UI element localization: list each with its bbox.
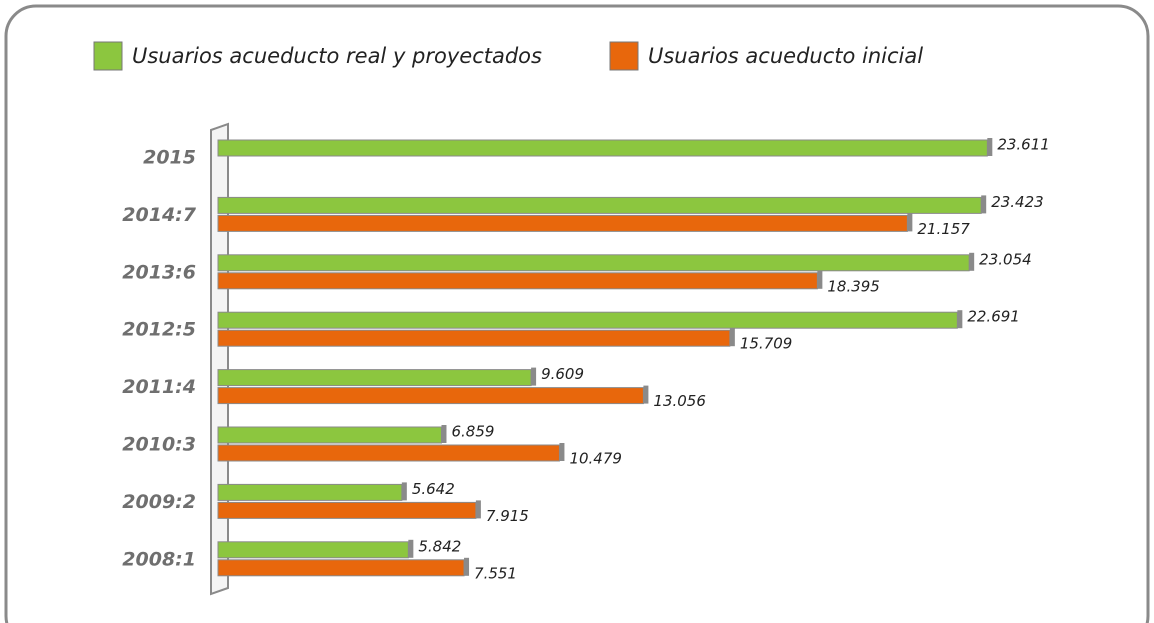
bar-side: [475, 500, 481, 519]
bar: [217, 483, 403, 501]
data-label: 15.709: [740, 335, 793, 353]
y-tick-label: 2010:3: [122, 434, 196, 456]
bar-side: [401, 482, 407, 501]
data-label: 5.642: [412, 480, 455, 498]
y-tick-label: 2015: [143, 147, 196, 169]
y-tick-label: 2009:2: [122, 491, 196, 513]
axis-wall: [210, 122, 229, 596]
bar: [217, 541, 409, 559]
y-tick-label: 2013:6: [122, 261, 196, 283]
bar-side: [907, 213, 913, 232]
bar-side: [643, 385, 649, 404]
legend-label: Usuarios acueducto inicial: [648, 44, 923, 68]
y-tick-label: 2008:1: [122, 548, 196, 570]
bar: [217, 444, 560, 462]
data-label: 23.423: [991, 193, 1044, 211]
bar-side: [441, 425, 447, 443]
bar: [217, 369, 532, 387]
bar-side: [408, 539, 414, 558]
data-label: 18.395: [827, 277, 880, 295]
bar: [217, 139, 988, 157]
data-label: 21.157: [917, 220, 970, 238]
data-label: 22.691: [967, 308, 1020, 326]
bar-side: [729, 328, 735, 347]
bar: [217, 501, 477, 519]
bar-side: [957, 310, 963, 329]
data-label: 7.915: [486, 507, 529, 525]
y-tick-label: 2012:5: [122, 319, 196, 341]
data-label: 6.859: [451, 423, 494, 441]
data-label: 23.611: [997, 136, 1050, 154]
bar: [217, 329, 731, 347]
bar-side: [969, 252, 975, 271]
bar: [217, 387, 644, 405]
bar: [217, 426, 442, 444]
bar-side: [559, 443, 565, 461]
bar-side: [987, 138, 993, 156]
bar: [217, 559, 465, 577]
bar: [217, 214, 908, 232]
y-tick-label: 2014:7: [122, 204, 196, 226]
legend-swatch: [93, 41, 123, 71]
data-label: 23.054: [979, 250, 1032, 268]
bar: [217, 254, 970, 272]
legend-label: Usuarios acueducto real y proyectados: [132, 44, 542, 68]
y-tick-label: 2011:4: [122, 376, 196, 398]
data-label: 5.842: [418, 537, 461, 555]
data-label: 13.056: [653, 392, 706, 410]
data-label: 10.479: [569, 450, 622, 468]
bar: [217, 272, 818, 290]
bar-side: [531, 367, 537, 386]
bar: [217, 311, 958, 329]
bar-side: [817, 270, 823, 289]
data-label: 7.551: [474, 564, 517, 582]
bar-side: [981, 195, 987, 214]
legend-swatch: [609, 41, 639, 71]
data-label: 9.609: [541, 365, 584, 383]
bar: [217, 196, 982, 214]
bar-side: [464, 557, 470, 576]
